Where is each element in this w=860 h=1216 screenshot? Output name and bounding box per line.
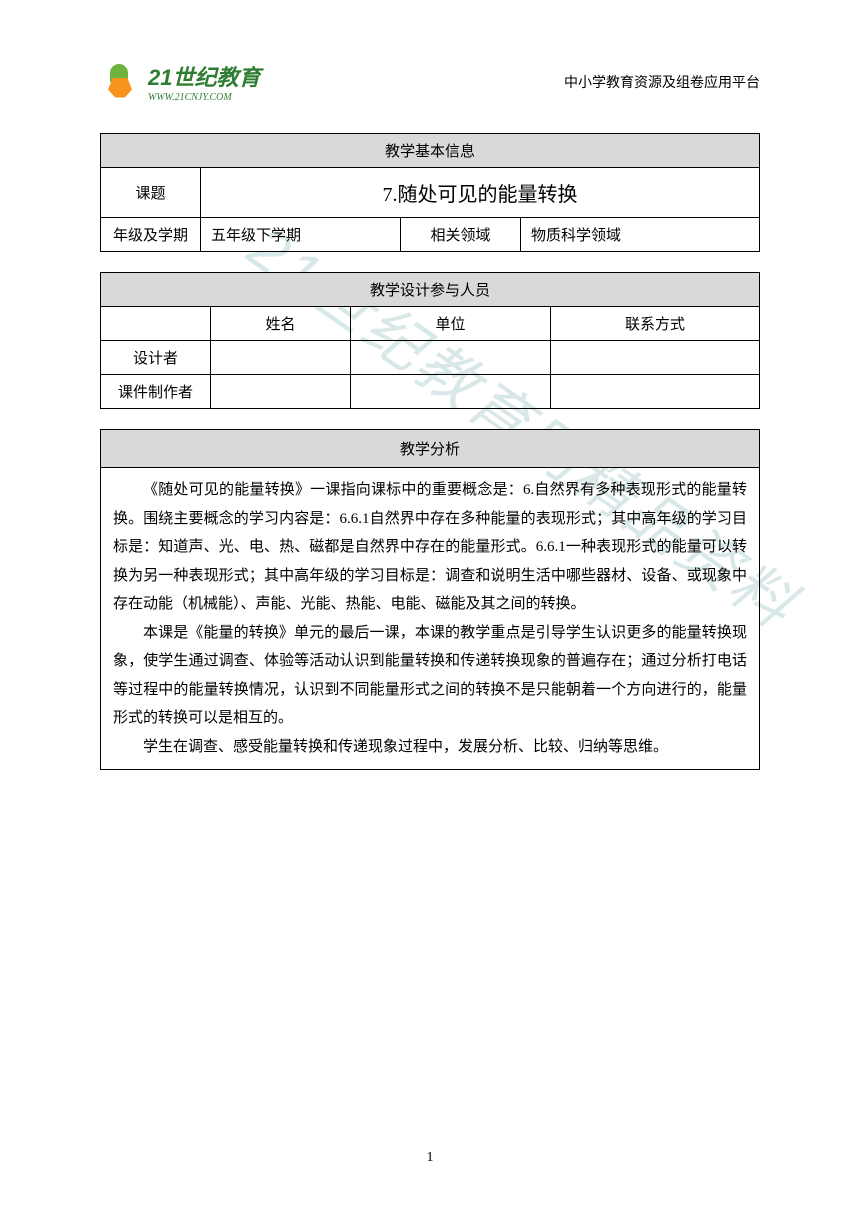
table2-header: 教学设计参与人员 [101, 273, 760, 307]
table3-header: 教学分析 [101, 430, 760, 468]
table2-designer-unit [351, 341, 551, 375]
table1-domain-label: 相关领域 [401, 218, 521, 252]
table2-col-unit: 单位 [351, 307, 551, 341]
logo-text-block: 21世纪教育 WWW.21CNJY.COM [148, 60, 260, 103]
logo-url: WWW.21CNJY.COM [148, 92, 260, 103]
table1-grade-label: 年级及学期 [101, 218, 201, 252]
table2-col-name: 姓名 [211, 307, 351, 341]
table2-designer-contact [551, 341, 760, 375]
table1-topic-value: 7.随处可见的能量转换 [201, 168, 760, 218]
page-container: 21世纪教育 WWW.21CNJY.COM 中小学教育资源及组卷应用平台 教学基… [0, 0, 860, 830]
basic-info-table: 教学基本信息 课题 7.随处可见的能量转换 年级及学期 五年级下学期 相关领域 … [100, 133, 760, 252]
participants-table: 教学设计参与人员 姓名 单位 联系方式 设计者 课件制作者 [100, 272, 760, 409]
table2-col-contact: 联系方式 [551, 307, 760, 341]
table2-maker-unit [351, 375, 551, 409]
table1-header: 教学基本信息 [101, 134, 760, 168]
table2-designer-name [211, 341, 351, 375]
analysis-para3: 学生在调查、感受能量转换和传递现象过程中，发展分析、比较、归纳等思维。 [113, 733, 747, 762]
analysis-table: 教学分析 《随处可见的能量转换》一课指向课标中的重要概念是：6.自然界有多种表现… [100, 429, 760, 770]
table1-domain-value: 物质科学领域 [521, 218, 760, 252]
table1-grade-value: 五年级下学期 [201, 218, 401, 252]
logo-container: 21世纪教育 WWW.21CNJY.COM [100, 60, 260, 103]
analysis-para2: 本课是《能量的转换》单元的最后一课，本课的教学重点是引导学生认识更多的能量转换现… [113, 619, 747, 733]
analysis-para1: 《随处可见的能量转换》一课指向课标中的重要概念是：6.自然界有多种表现形式的能量… [113, 476, 747, 619]
page-number: 1 [427, 1150, 434, 1166]
table1-topic-label: 课题 [101, 168, 201, 218]
table2-maker-label: 课件制作者 [101, 375, 211, 409]
table2-designer-label: 设计者 [101, 341, 211, 375]
analysis-content-cell: 《随处可见的能量转换》一课指向课标中的重要概念是：6.自然界有多种表现形式的能量… [101, 468, 760, 770]
header-right-text: 中小学教育资源及组卷应用平台 [564, 72, 760, 92]
page-header: 21世纪教育 WWW.21CNJY.COM 中小学教育资源及组卷应用平台 [100, 60, 760, 103]
logo-name: 21世纪教育 [148, 60, 260, 92]
table2-maker-name [211, 375, 351, 409]
table2-maker-contact [551, 375, 760, 409]
logo-icon [100, 62, 140, 102]
table2-empty-corner [101, 307, 211, 341]
